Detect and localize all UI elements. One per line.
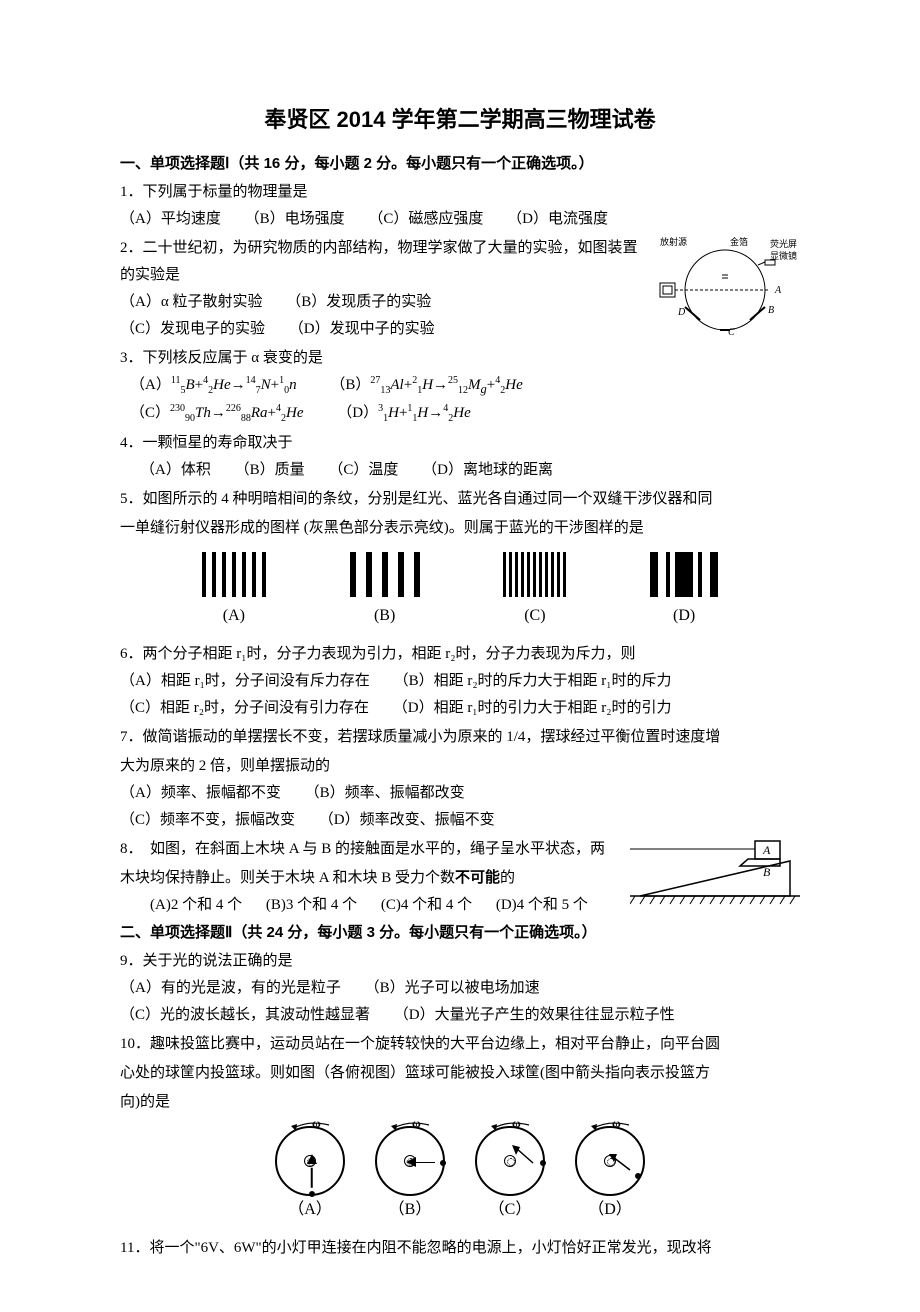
q5-stripes-b: (B) bbox=[350, 552, 420, 631]
question-10-line3: 向)的是 bbox=[120, 1089, 800, 1116]
q3-option-d: （D）31H+11H→42He bbox=[337, 405, 471, 421]
q3-options-row2: （C）23090Th→22688Ra+42He （D）31H+11H→42He bbox=[130, 400, 800, 428]
svg-text:A: A bbox=[762, 843, 771, 857]
q5-stripes-d: (D) bbox=[650, 552, 718, 631]
q8-option-a: (A)2 个和 4 个 bbox=[150, 897, 242, 913]
q5-label-b: (B) bbox=[350, 602, 420, 631]
q6-option-b: （B）相距 r₂时的斥力大于相距 r₁时的斥力 bbox=[394, 673, 672, 689]
question-9-options-row1: （A）有的光是波，有的光是粒子 （B）光子可以被电场加速 bbox=[120, 975, 800, 1002]
q1-option-d: （D）电流强度 bbox=[507, 211, 608, 227]
q8-option-d: (D)4 个和 5 个 bbox=[496, 897, 588, 913]
q10-circles-figures: ω （A） ω （B） ω （C） ω bbox=[120, 1126, 800, 1225]
q2-figure: 放射源 金箔 荧光屏 显微镜 A B C D bbox=[650, 235, 800, 335]
svg-text:A: A bbox=[774, 285, 782, 296]
q10-label-d: （D） bbox=[575, 1196, 645, 1225]
q9-option-c: （C）光的波长越长，其波动性越显著 bbox=[120, 1007, 370, 1023]
question-3: 3．下列核反应属于 α 衰变的是 bbox=[120, 345, 800, 372]
q1-option-c: （C）磁感应强度 bbox=[368, 211, 483, 227]
question-1-options: （A）平均速度 （B）电场强度 （C）磁感应强度 （D）电流强度 bbox=[120, 206, 800, 233]
question-7-options-row2: （C）频率不变，振幅改变 （D）频率改变、振幅不变 bbox=[120, 807, 800, 834]
question-1: 1．下列属于标量的物理量是 bbox=[120, 179, 800, 206]
q5-stripes-c: (C) bbox=[503, 552, 566, 631]
question-10-line1: 10．趣味投篮比赛中，运动员站在一个旋转较快的大平台边缘上，相对平台静止，向平台… bbox=[120, 1031, 800, 1058]
question-9: 9．关于光的说法正确的是 bbox=[120, 948, 800, 975]
q5-label-a: (A) bbox=[202, 602, 266, 631]
q2-label-screen: 荧光屏 bbox=[770, 238, 797, 249]
question-7-line1: 7．做简谐振动的单摆摆长不变，若摆球质量减小为原来的 1/4，摆球经过平衡位置时… bbox=[120, 724, 800, 751]
question-5-line1: 5．如图所示的 4 种明暗相间的条纹，分别是红光、蓝光各自通过同一个双缝干涉仪器… bbox=[120, 486, 800, 513]
exam-title: 奉贤区 2014 学年第二学期高三物理试卷 bbox=[120, 100, 800, 140]
q3-option-b: （B）2713Al+21H→2512Mg+42He bbox=[330, 377, 522, 393]
q10-circle-d: ω （D） bbox=[575, 1126, 645, 1225]
q2-option-d: （D）发现中子的实验 bbox=[289, 321, 435, 337]
q2-label-foil: 金箔 bbox=[730, 236, 748, 247]
q10-label-b: （B） bbox=[375, 1196, 445, 1225]
question-10-line2: 心处的球筐内投篮球。则如图（各俯视图）篮球可能被投入球筐(图中箭头指向表示投篮方 bbox=[120, 1060, 800, 1087]
q6-option-d: （D）相距 r₁时的引力大于相距 r₂时的引力 bbox=[393, 700, 672, 716]
section-1-heading: 一、单项选择题Ⅰ（共 16 分，每小题 2 分。每小题只有一个正确选项。） bbox=[120, 150, 800, 177]
q4-option-a: （A）体积 bbox=[140, 462, 211, 478]
q4-option-b: （B）质量 bbox=[235, 462, 305, 478]
question-9-options-row2: （C）光的波长越长，其波动性越显著 （D）大量光子产生的效果往往显示粒子性 bbox=[120, 1002, 800, 1029]
question-7-options-row1: （A）频率、振幅都不变 （B）频率、振幅都改变 bbox=[120, 780, 800, 807]
q8-option-b: (B)3 个和 4 个 bbox=[266, 897, 357, 913]
q9-option-a: （A）有的光是波，有的光是粒子 bbox=[120, 980, 341, 996]
q10-circle-c: ω （C） bbox=[475, 1126, 545, 1225]
svg-text:B: B bbox=[768, 305, 774, 316]
q4-option-d: （D）离地球的距离 bbox=[422, 462, 553, 478]
question-6: 6．两个分子相距 r₁时，分子力表现为引力，相距 r₂时，分子力表现为斥力，则 bbox=[120, 641, 800, 668]
q10-circle-a: ω （A） bbox=[275, 1126, 345, 1225]
q9-option-b: （B）光子可以被电场加速 bbox=[365, 980, 540, 996]
q5-label-d: (D) bbox=[650, 602, 718, 631]
q9-option-d: （D）大量光子产生的效果往往显示粒子性 bbox=[394, 1007, 675, 1023]
svg-text:B: B bbox=[763, 865, 771, 879]
q6-option-c: （C）相距 r₂时，分子间没有引力存在 bbox=[120, 700, 369, 716]
q3-option-a: （A）115B+42He→147N+10n bbox=[130, 377, 297, 393]
q6-option-a: （A）相距 r₁时，分子间没有斥力存在 bbox=[120, 673, 370, 689]
svg-text:D: D bbox=[677, 307, 686, 318]
q5-stripes-figures: (A) (B) (C) (D) bbox=[160, 552, 760, 631]
question-4: 4．一颗恒星的寿命取决于 bbox=[120, 430, 800, 457]
q8-figure: A B bbox=[630, 836, 800, 906]
q3-option-c: （C）23090Th→22688Ra+42He bbox=[130, 405, 304, 421]
question-5-line2: 一单缝衍射仪器形成的图样 (灰黑色部分表示亮纹)。则属于蓝光的干涉图样的是 bbox=[120, 515, 800, 542]
q2-label-source: 放射源 bbox=[660, 236, 687, 247]
q5-stripes-a: (A) bbox=[202, 552, 266, 631]
q7-option-c: （C）频率不变，振幅改变 bbox=[120, 812, 295, 828]
question-6-options-row2: （C）相距 r₂时，分子间没有引力存在 （D）相距 r₁时的引力大于相距 r₂时… bbox=[120, 695, 800, 722]
q1-option-b: （B）电场强度 bbox=[245, 211, 345, 227]
q4-option-c: （C）温度 bbox=[328, 462, 398, 478]
q1-option-a: （A）平均速度 bbox=[120, 211, 221, 227]
section-2-heading: 二、单项选择题Ⅱ（共 24 分，每小题 3 分。每小题只有一个正确选项。） bbox=[120, 919, 800, 946]
q2-label-microscope: 显微镜 bbox=[770, 250, 797, 261]
question-11: 11．将一个"6V、6W"的小灯甲连接在内阻不能忽略的电源上，小灯恰好正常发光，… bbox=[120, 1235, 800, 1262]
svg-text:C: C bbox=[728, 327, 735, 335]
q2-option-a: （A）α 粒子散射实验 bbox=[120, 294, 262, 310]
question-6-options-row1: （A）相距 r₁时，分子间没有斥力存在 （B）相距 r₂时的斥力大于相距 r₁时… bbox=[120, 668, 800, 695]
question-4-options: （A）体积 （B）质量 （C）温度 （D）离地球的距离 bbox=[140, 457, 800, 484]
q10-circle-b: ω （B） bbox=[375, 1126, 445, 1225]
q2-option-b: （B）发现质子的实验 bbox=[286, 294, 431, 310]
q3-options-row1: （A）115B+42He→147N+10n （B）2713Al+21H→2512… bbox=[130, 372, 800, 401]
q8-option-c: (C)4 个和 4 个 bbox=[381, 897, 472, 913]
q2-option-c: （C）发现电子的实验 bbox=[120, 321, 265, 337]
q7-option-d: （D）频率改变、振幅不变 bbox=[319, 812, 495, 828]
question-7-line2: 大为原来的 2 倍，则单摆振动的 bbox=[120, 753, 800, 780]
q10-label-c: （C） bbox=[475, 1196, 545, 1225]
q7-option-b: （B）频率、振幅都改变 bbox=[305, 785, 465, 801]
q5-label-c: (C) bbox=[503, 602, 566, 631]
q7-option-a: （A）频率、振幅都不变 bbox=[120, 785, 281, 801]
q10-label-a: （A） bbox=[275, 1196, 345, 1225]
